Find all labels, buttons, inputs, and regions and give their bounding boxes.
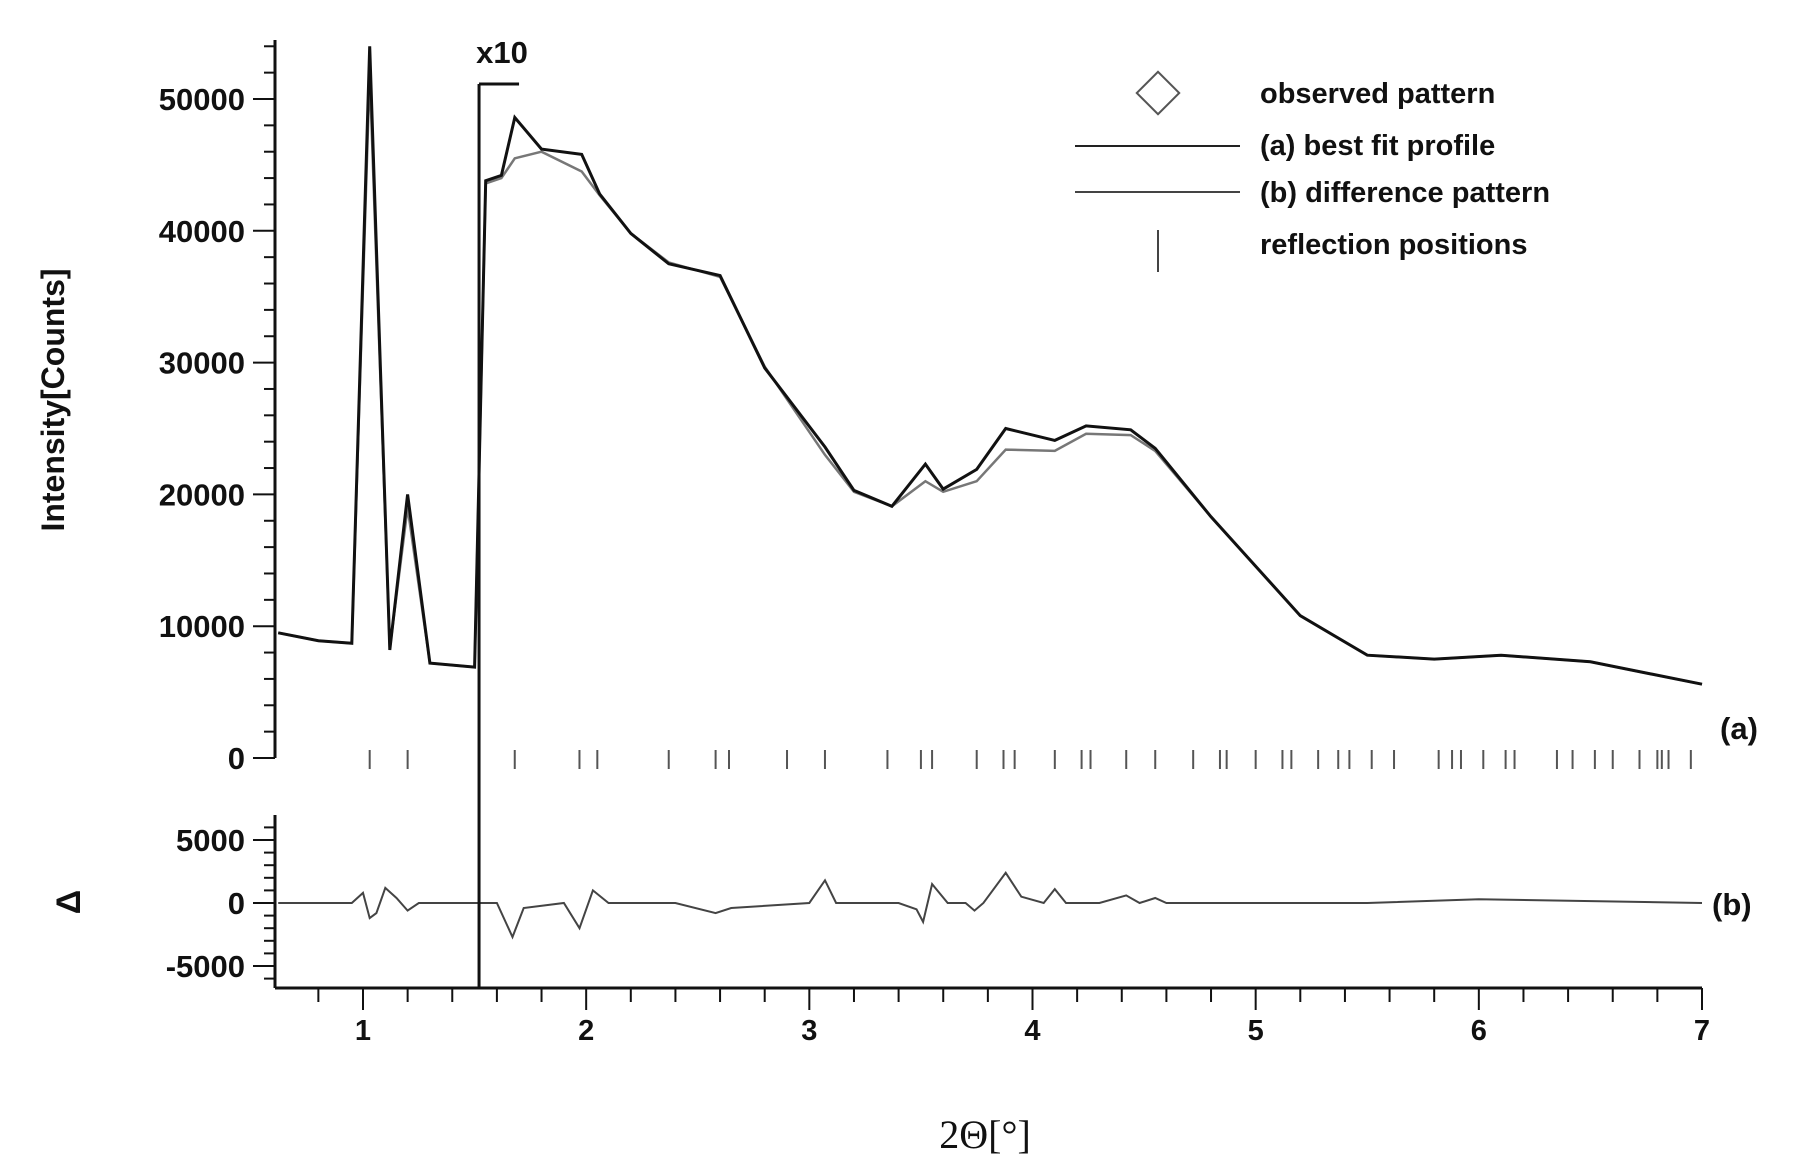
ticks-group: 0 10000 20000 30000 40000 50000 -5000 0 5000 1 2 3 4… (159, 45, 1710, 1047)
y-tick-label: 10000 (159, 609, 245, 644)
diff-tick-label: 0 (228, 886, 245, 921)
y-tick-label: 0 (228, 741, 245, 776)
legend-difference-label: (b) difference pattern (1260, 177, 1550, 209)
x-tick-label: 7 (1694, 1015, 1710, 1047)
legend-fit-label: (a) best fit profile (1260, 130, 1495, 162)
best-fit-profile-line (277, 72, 1703, 686)
diff-tick-label: -5000 (166, 949, 245, 984)
x-tick-label: 2 (578, 1015, 594, 1047)
x-tick-label: 5 (1248, 1015, 1264, 1047)
diff-axis-title: Δ (50, 890, 88, 914)
legend-reflections-label: reflection positions (1260, 229, 1527, 261)
x-tick-label: 3 (801, 1015, 817, 1047)
diff-tick-label: 5000 (176, 823, 245, 858)
x-tick-label: 4 (1024, 1015, 1040, 1047)
legend-observed-symbol (1135, 70, 1181, 116)
y-axis-title: Intensity[Counts] (35, 268, 71, 531)
y-tick-label: 20000 (159, 477, 245, 512)
legend: observed pattern (a) best fit profile (b… (1075, 70, 1550, 272)
difference-pattern-line (278, 871, 1703, 940)
panel-label-b: (b) (1712, 887, 1752, 922)
x-axis-title: 2Θ[°] (939, 1112, 1031, 1157)
reflection-positions (368, 750, 1692, 769)
observed-pattern-line (277, 46, 1703, 686)
x-tick-label: 1 (355, 1015, 371, 1047)
plot-lines (277, 46, 1703, 988)
y-tick-label: 30000 (159, 346, 245, 381)
x-tick-label: 6 (1471, 1015, 1487, 1047)
legend-observed-label: observed pattern (1260, 78, 1495, 110)
panel-label-a: (a) (1720, 711, 1758, 746)
y-tick-label: 40000 (159, 214, 245, 249)
scale-marker-label: x10 (476, 35, 528, 70)
y-tick-label: 50000 (159, 82, 245, 117)
